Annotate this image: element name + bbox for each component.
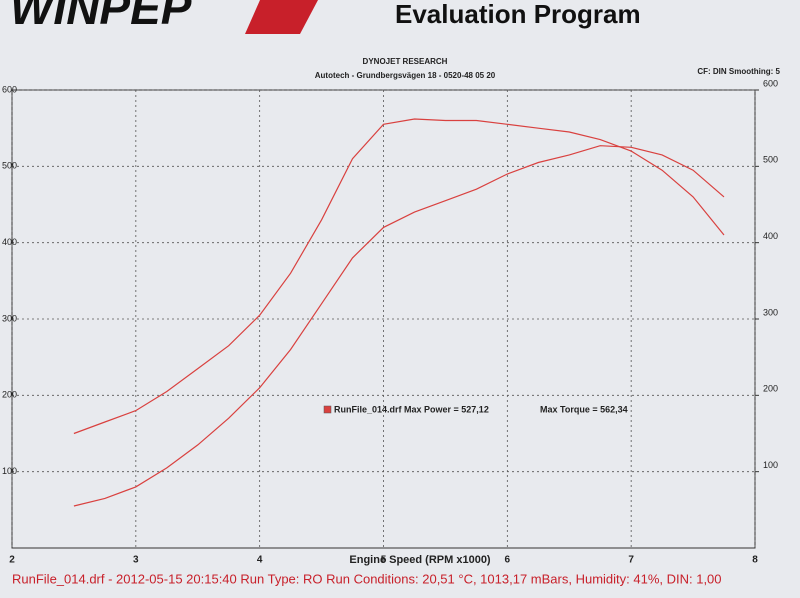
y2-tick-label: 500 (763, 155, 778, 165)
y-tick-label: 500 (2, 161, 17, 171)
x-tick-label: 2 (9, 555, 15, 566)
y-tick-label: 300 (2, 313, 17, 323)
y2-tick-label: 200 (763, 384, 778, 394)
settings: CF: DIN Smoothing: 5 (697, 67, 780, 76)
data-line (73, 145, 725, 507)
legend-entry: RunFile_014.drf Max Power = 527,12 (334, 404, 489, 414)
y-tick-label: 100 (2, 466, 17, 476)
legend-entry: Max Torque = 562,34 (540, 404, 628, 414)
x-axis-label: Engine Speed (RPM x1000) (349, 554, 491, 566)
y2-tick-label: 600 (763, 78, 778, 88)
x-tick-label: 6 (505, 555, 511, 566)
y-tick-label: 600 (2, 84, 17, 94)
x-tick-label: 8 (752, 555, 758, 566)
chart-title: DYNOJET RESEARCH (363, 57, 448, 66)
data-line (73, 118, 725, 435)
chart-subtitle: Autotech - Grundbergsvägen 18 - 0520-48 … (315, 71, 496, 80)
logo-mark (245, 0, 318, 34)
x-tick-label: 3 (133, 555, 139, 566)
x-tick-label: 5 (381, 555, 387, 566)
legend-swatch (323, 405, 332, 414)
y2-tick-label: 400 (763, 231, 778, 241)
y2-tick-label: 100 (763, 460, 778, 470)
y-tick-label: 200 (2, 390, 17, 400)
logo: WINPEP (10, 0, 192, 34)
x-tick-label: 7 (628, 555, 634, 566)
y-tick-label: 400 (2, 237, 17, 247)
x-tick-label: 4 (257, 555, 263, 566)
y2-tick-label: 300 (763, 307, 778, 317)
footer: RunFile_014.drf - 2012-05-15 20:15:40 Ru… (12, 571, 722, 586)
program-title: Evaluation Program (395, 0, 641, 29)
